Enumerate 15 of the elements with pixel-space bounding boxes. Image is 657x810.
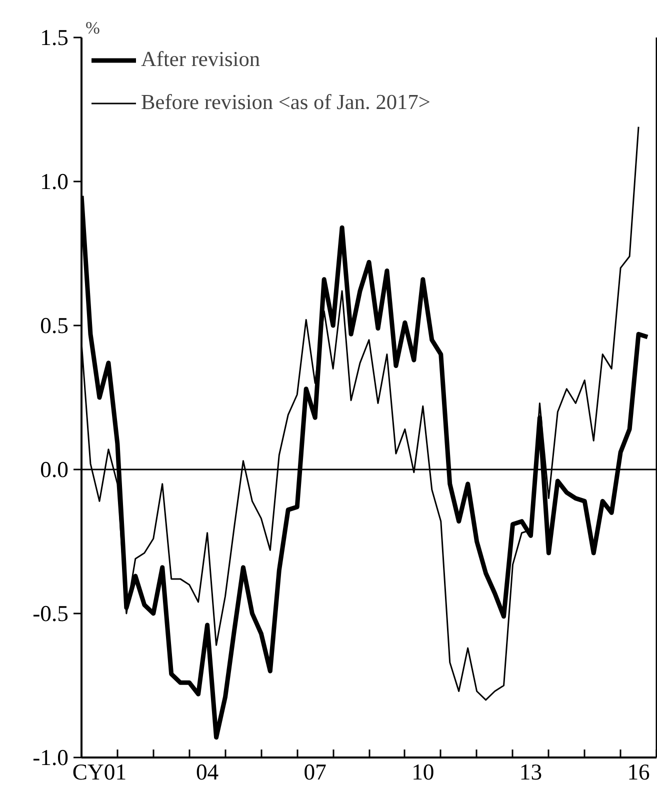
y-tick-label: -0.5 (32, 601, 69, 626)
y-tick-label: 0.5 (40, 313, 69, 338)
y-tick-label: 1.0 (40, 169, 69, 194)
legend-label: After revision (141, 47, 260, 72)
x-tick-label: 10 (412, 760, 434, 784)
y-tick-label: 1.5 (40, 25, 69, 50)
x-tick-label: 04 (196, 760, 219, 784)
y-tick-label: 0.0 (40, 457, 69, 482)
x-tick-label: 13 (519, 760, 542, 784)
x-tick-label: 07 (304, 760, 326, 784)
legend-label: Before revision <as of Jan. 2017> (141, 90, 430, 115)
y-axis-title: % (86, 18, 100, 38)
x-tick-label: CY01 (72, 760, 127, 784)
y-tick-label: -1.0 (32, 745, 69, 770)
x-tick-label: 16 (627, 760, 650, 784)
